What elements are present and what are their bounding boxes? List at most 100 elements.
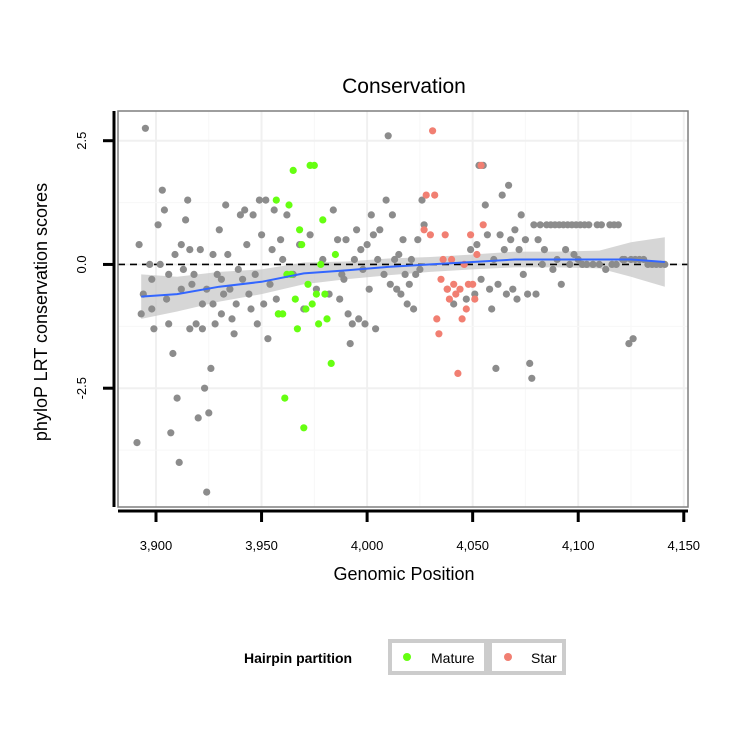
data-point-other bbox=[367, 211, 375, 219]
data-point-other bbox=[483, 231, 491, 239]
data-point-star bbox=[431, 191, 439, 199]
data-point-other bbox=[557, 280, 565, 288]
data-point-other bbox=[329, 206, 337, 214]
data-point-other bbox=[226, 285, 234, 293]
data-point-other bbox=[342, 236, 350, 244]
data-point-other bbox=[146, 260, 154, 268]
data-point-other bbox=[177, 241, 185, 249]
points-layer bbox=[133, 124, 669, 496]
data-point-mature bbox=[291, 295, 299, 303]
data-point-other bbox=[198, 300, 206, 308]
data-point-other bbox=[270, 206, 278, 214]
data-point-other bbox=[374, 255, 382, 264]
data-point-other bbox=[336, 295, 344, 303]
data-point-other bbox=[190, 270, 198, 278]
data-point-other bbox=[412, 270, 420, 278]
data-point-other bbox=[167, 429, 175, 437]
smooth-line bbox=[141, 258, 665, 298]
data-point-other bbox=[232, 300, 240, 308]
data-point-other bbox=[156, 260, 164, 268]
data-point-other bbox=[471, 290, 479, 298]
data-point-star bbox=[471, 295, 479, 303]
data-point-other bbox=[570, 250, 578, 259]
data-point-other bbox=[473, 241, 481, 249]
data-point-other bbox=[171, 250, 179, 259]
data-point-star bbox=[458, 315, 466, 323]
data-point-other bbox=[388, 211, 396, 219]
data-point-mature bbox=[304, 280, 312, 288]
data-point-mature bbox=[289, 166, 297, 174]
data-point-other bbox=[566, 260, 574, 268]
data-point-other bbox=[530, 221, 538, 229]
data-point-other bbox=[357, 246, 365, 254]
data-point-mature bbox=[308, 300, 316, 308]
data-point-other bbox=[391, 255, 399, 264]
data-point-other bbox=[175, 458, 183, 466]
data-point-other bbox=[450, 300, 458, 308]
data-point-other bbox=[513, 295, 521, 303]
data-point-other bbox=[334, 236, 342, 244]
data-point-other bbox=[264, 335, 272, 343]
plot-panel bbox=[118, 111, 688, 507]
data-point-other bbox=[224, 250, 232, 259]
data-point-other bbox=[179, 265, 187, 273]
data-point-other bbox=[188, 280, 196, 288]
legend-key-box-mature bbox=[388, 639, 488, 675]
data-point-other bbox=[209, 300, 217, 308]
data-point-other bbox=[498, 191, 506, 199]
data-point-other bbox=[410, 305, 418, 313]
data-point-star bbox=[433, 315, 441, 323]
data-point-other bbox=[399, 236, 407, 244]
data-point-mature bbox=[279, 310, 287, 318]
data-point-other bbox=[266, 280, 274, 288]
data-point-other bbox=[517, 211, 525, 219]
data-point-other bbox=[258, 231, 266, 239]
data-point-mature bbox=[327, 359, 335, 367]
data-point-other bbox=[253, 320, 261, 328]
data-point-other bbox=[230, 330, 238, 338]
data-point-star bbox=[443, 285, 451, 293]
data-point-star bbox=[469, 280, 477, 288]
data-point-other bbox=[137, 310, 145, 318]
legend-label-star: Star bbox=[531, 650, 557, 666]
chart-title: Conservation bbox=[342, 75, 466, 98]
legend: Hairpin partition Mature Star bbox=[244, 639, 566, 675]
data-point-other bbox=[486, 285, 494, 293]
legend-key-box-star bbox=[488, 639, 566, 675]
data-point-mature bbox=[317, 260, 325, 268]
data-point-other bbox=[536, 221, 544, 229]
data-point-other bbox=[245, 290, 253, 298]
data-point-other bbox=[186, 325, 194, 333]
data-point-star bbox=[435, 330, 443, 338]
data-point-other bbox=[614, 221, 622, 229]
x-tick-label: 3,900 bbox=[140, 538, 173, 553]
data-point-other bbox=[488, 305, 496, 313]
data-point-other bbox=[163, 295, 171, 303]
axes-layer: 3,900 3,950 4,000 4,050 4,100 4,150 -2.5 0.0 2.5 bbox=[74, 110, 700, 553]
data-point-other bbox=[528, 374, 536, 382]
data-point-mature bbox=[302, 305, 310, 313]
data-point-other bbox=[462, 295, 470, 303]
y-tick-label: 2.5 bbox=[74, 132, 89, 150]
data-point-other bbox=[372, 325, 380, 333]
data-point-other bbox=[477, 275, 485, 283]
data-point-other bbox=[165, 270, 173, 278]
data-point-other bbox=[182, 216, 190, 224]
data-point-mature bbox=[323, 315, 331, 323]
data-point-other bbox=[589, 260, 597, 268]
data-point-other bbox=[585, 221, 593, 229]
data-point-star bbox=[456, 285, 464, 293]
data-point-star bbox=[426, 231, 434, 239]
data-point-other bbox=[348, 320, 356, 328]
data-point-other bbox=[165, 320, 173, 328]
data-point-star bbox=[452, 290, 460, 298]
data-point-other bbox=[196, 246, 204, 254]
data-point-star bbox=[420, 226, 428, 234]
x-tick-label: 4,100 bbox=[562, 538, 595, 553]
data-point-other bbox=[148, 275, 156, 283]
data-point-other bbox=[562, 246, 570, 254]
data-point-other bbox=[220, 290, 228, 298]
y-tick-label: -2.5 bbox=[74, 377, 89, 399]
x-tick-label: 3,950 bbox=[245, 538, 278, 553]
data-point-other bbox=[236, 211, 244, 219]
